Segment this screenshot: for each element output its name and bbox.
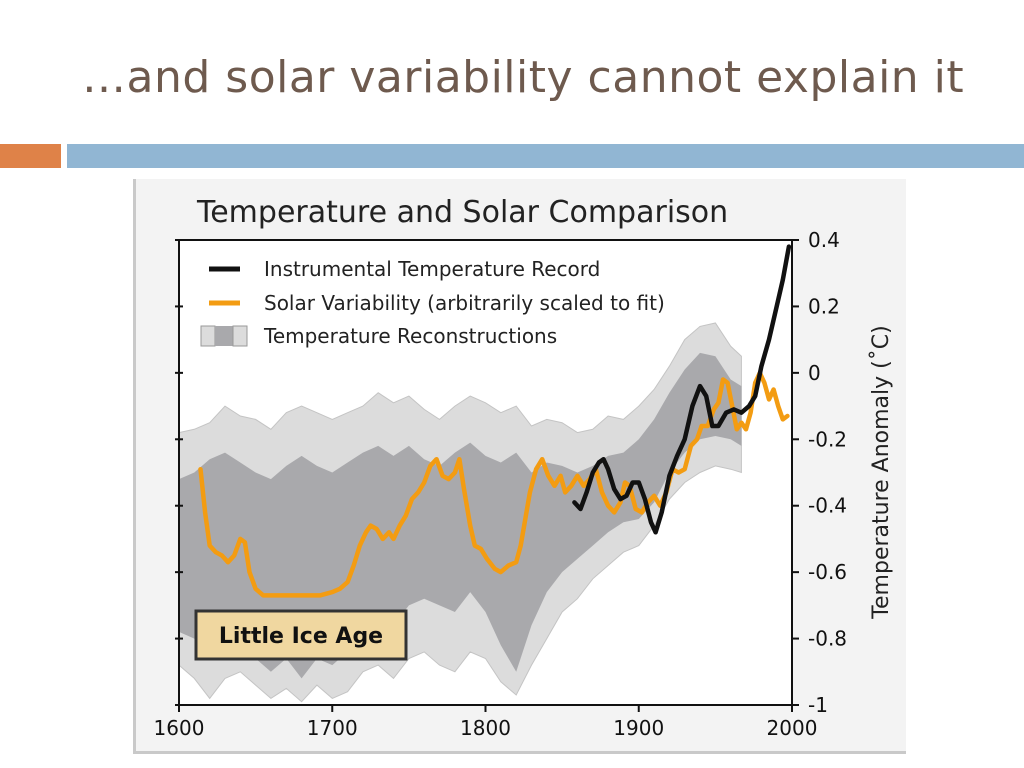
legend: Instrumental Temperature Record Solar Va… <box>200 257 665 348</box>
y-axis-title: Temperature Anomaly (˚C) <box>869 325 894 619</box>
series-lines <box>198 244 792 598</box>
axis-ticks: 1600 1700 1800 1900 2000 0.4 0.2 0 -0.2 -0.4 -0.6 -… <box>154 228 847 740</box>
chart-title: Temperature and Solar Comparison <box>196 195 728 230</box>
little-ice-age-annotation: Little Ice Age <box>194 609 408 661</box>
accent-bar-orange <box>0 144 61 168</box>
y-tick-label: -0.6 <box>808 560 847 584</box>
legend-label-reconstructions: Temperature Reconstructions <box>263 324 557 348</box>
legend-label-solar: Solar Variability (arbitrarily scaled to… <box>264 291 665 315</box>
legend-swatch-reconstructions <box>200 325 248 347</box>
y-tick-label: -1 <box>808 693 828 717</box>
y-tick-label: 0.4 <box>808 228 840 252</box>
series-line-solar <box>198 370 790 598</box>
temperature-solar-chart: Temperature and Solar Comparison 1600 170… <box>154 195 894 740</box>
y-tick-label: 0 <box>808 361 821 385</box>
series-line-instrumental <box>572 244 792 535</box>
x-tick-label: 1600 <box>154 716 205 740</box>
x-tick-label: 1700 <box>307 716 358 740</box>
y-tick-label: -0.4 <box>808 494 847 518</box>
y-tick-label: -0.8 <box>808 627 847 651</box>
annotation-box <box>194 609 408 661</box>
legend-label-instrumental: Instrumental Temperature Record <box>264 257 600 281</box>
x-tick-label: 1900 <box>613 716 664 740</box>
x-tick-label: 2000 <box>767 716 818 740</box>
accent-bar-blue <box>67 144 1024 168</box>
x-tick-label: 1800 <box>460 716 511 740</box>
annotation-text: Little Ice Age <box>219 624 383 649</box>
y-tick-label: 0.2 <box>808 294 840 318</box>
y-tick-label: -0.2 <box>808 427 847 451</box>
slide-title: …and solar variability cannot explain it <box>82 52 965 103</box>
